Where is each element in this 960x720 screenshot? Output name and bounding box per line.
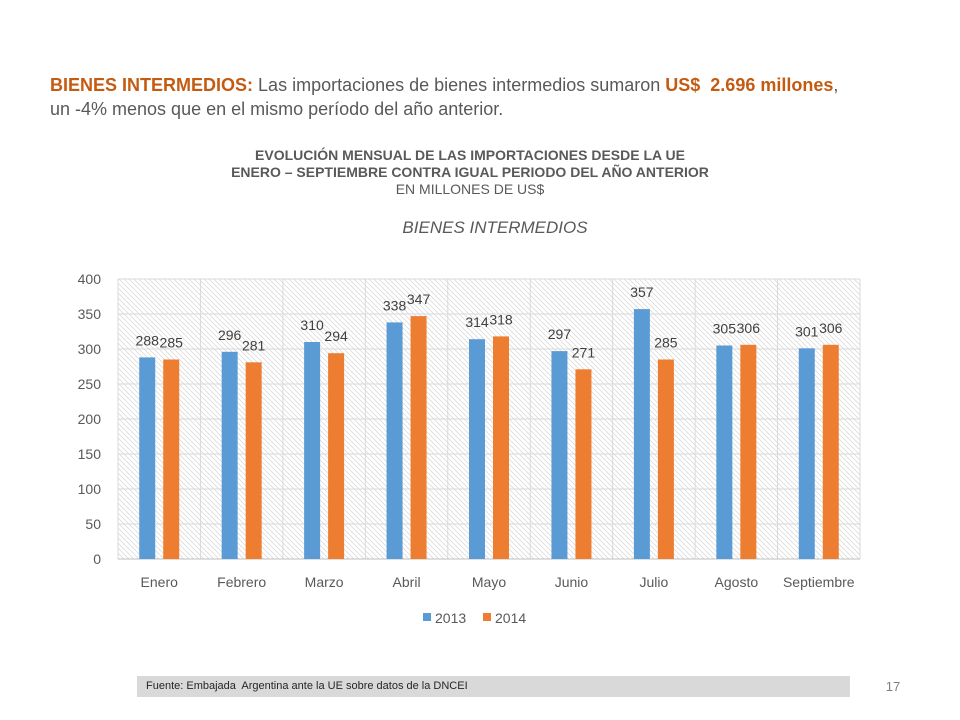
heading-line-1: BIENES INTERMEDIOS: Las importaciones de… — [50, 73, 838, 97]
data-label-2013-septiembre: 301 — [795, 323, 819, 339]
legend-label-2013: 2013 — [435, 610, 466, 626]
data-label-2014-abril: 347 — [407, 291, 431, 307]
data-label-2014-enero: 285 — [160, 335, 184, 351]
source-text: Fuente: Embajada Argentina ante la UE so… — [146, 680, 468, 692]
y-tick-label-100: 100 — [78, 481, 102, 497]
legend-swatch-2014 — [483, 613, 491, 621]
chart-title: BIENES INTERMEDIOS — [402, 218, 588, 237]
bar-2014-mayo — [493, 336, 509, 559]
bar-2013-agosto — [716, 345, 733, 559]
data-label-2014-febrero: 281 — [242, 337, 266, 353]
data-label-2014-agosto: 306 — [737, 320, 761, 336]
heading-comma: , — [833, 75, 839, 95]
chart-heading: EVOLUCIÓN MENSUAL DE LAS IMPORTACIONES D… — [170, 147, 770, 198]
bar-2013-julio — [633, 309, 650, 559]
bar-2014-abril — [410, 316, 427, 559]
y-tick-label-0: 0 — [93, 551, 101, 567]
category-label-septiembre: Septiembre — [783, 574, 855, 590]
bar-2014-septiembre — [822, 344, 839, 559]
data-label-2013-junio: 297 — [548, 326, 572, 342]
y-tick-label-150: 150 — [78, 446, 102, 462]
category-label-abril: Abril — [393, 574, 421, 590]
category-label-julio: Julio — [639, 574, 668, 590]
legend-swatch-2013 — [423, 613, 431, 621]
data-label-2013-abril: 338 — [383, 297, 407, 313]
y-tick-label-350: 350 — [78, 306, 102, 322]
page-number: 17 — [885, 679, 901, 694]
data-label-2014-julio: 285 — [654, 335, 678, 351]
bar-2013-marzo — [304, 342, 321, 559]
category-label-mayo: Mayo — [472, 574, 506, 590]
bar-2013-enero — [139, 357, 156, 559]
data-label-2013-febrero: 296 — [218, 327, 242, 343]
heading-line-2: un -4% menos que en el mismo período del… — [50, 99, 504, 119]
bar-2014-junio — [575, 369, 592, 559]
category-label-agosto: Agosto — [715, 574, 759, 590]
y-tick-label-50: 50 — [85, 516, 101, 532]
bar-2013-mayo — [469, 339, 485, 559]
heading-label: BIENES INTERMEDIOS: — [50, 75, 254, 95]
chart-heading-line-3: EN MILLONES DE US$ — [395, 181, 545, 197]
source-bar: Fuente: Embajada Argentina ante la UE so… — [137, 676, 850, 697]
bar-2013-junio — [551, 351, 568, 559]
heading-amount: US$ 2.696 millones — [665, 75, 834, 95]
heading-text: Las importaciones de bienes intermedios … — [258, 75, 661, 95]
legend-label-2014: 2014 — [495, 610, 526, 626]
chart-heading-line-2: ENERO – SEPTIEMBRE CONTRA IGUAL PERIODO … — [231, 164, 709, 180]
bar-2014-febrero — [245, 362, 262, 559]
bar-2014-julio — [657, 359, 674, 559]
data-label-2014-mayo: 318 — [489, 311, 513, 327]
bar-2013-febrero — [221, 351, 238, 559]
data-label-2014-marzo: 294 — [324, 328, 348, 344]
data-label-2013-julio: 357 — [630, 284, 654, 300]
category-label-febrero: Febrero — [217, 574, 266, 590]
data-label-2014-septiembre: 306 — [819, 320, 843, 336]
y-tick-label-250: 250 — [78, 376, 102, 392]
data-label-2013-agosto: 305 — [713, 321, 737, 337]
bar-2013-septiembre — [798, 348, 815, 559]
y-tick-label-300: 300 — [78, 341, 102, 357]
category-label-enero: Enero — [141, 574, 179, 590]
bar-2014-enero — [163, 359, 180, 559]
category-label-junio: Junio — [555, 574, 589, 590]
y-tick-label-200: 200 — [78, 411, 102, 427]
data-label-2014-junio: 271 — [572, 344, 596, 360]
y-tick-label-400: 400 — [78, 271, 102, 287]
bar-2013-abril — [386, 322, 403, 559]
slide-heading: BIENES INTERMEDIOS: Las importaciones de… — [50, 73, 838, 121]
data-label-2013-enero: 288 — [136, 332, 160, 348]
bar-2014-marzo — [328, 353, 345, 559]
bar-2014-agosto — [740, 344, 757, 559]
data-label-2013-marzo: 310 — [300, 317, 324, 333]
chart-heading-line-1: EVOLUCIÓN MENSUAL DE LAS IMPORTACIONES D… — [255, 147, 685, 163]
data-label-2013-mayo: 314 — [465, 314, 489, 330]
category-label-marzo: Marzo — [305, 574, 344, 590]
